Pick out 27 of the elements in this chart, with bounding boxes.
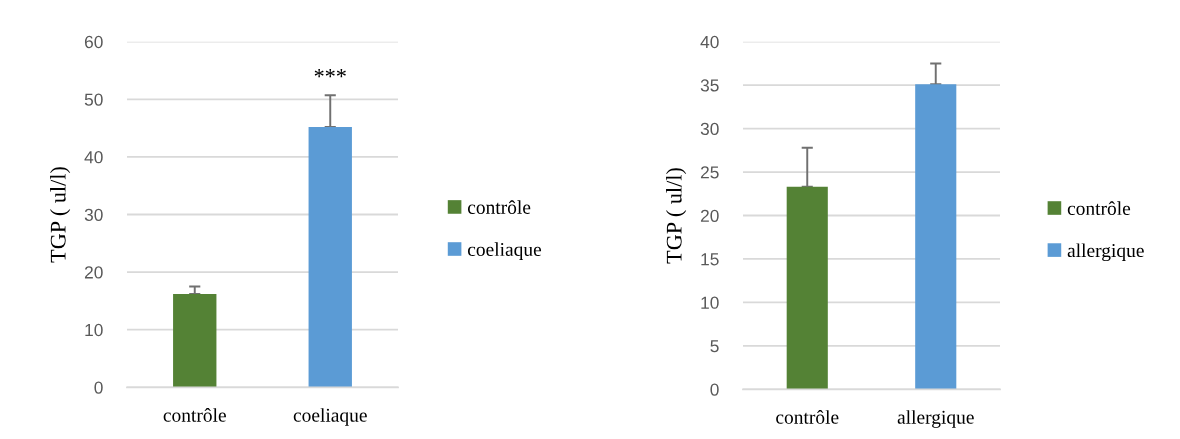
legend-label: allergique [1067, 243, 1144, 262]
y-tick-label: 0 [710, 383, 719, 396]
legend-label: contrôle [1067, 201, 1131, 216]
y-tick-label: 5 [710, 340, 719, 353]
y-tick-label: 10 [85, 323, 103, 337]
y-tick-label: 50 [84, 93, 103, 106]
y-tick-label: 20 [700, 209, 719, 222]
y-tick-label: 25 [700, 166, 719, 179]
y-tick-label: 20 [84, 266, 103, 279]
y-tick-label: 40 [700, 35, 719, 49]
y-tick-label: 30 [84, 208, 103, 221]
annotation: *** [314, 69, 346, 78]
x-tick-label: allergique [897, 410, 974, 428]
x-tick-label: contrôle [776, 410, 839, 424]
x-tick-label: coeliaque [293, 408, 367, 426]
x-tick-label: contrôle [163, 408, 226, 422]
legend-label: coeliaque [467, 242, 542, 260]
y-tick-label: 10 [701, 296, 719, 309]
y-tick-label: 0 [94, 381, 103, 394]
y-tick-label: 30 [700, 122, 719, 136]
y-tick-label: 60 [84, 35, 103, 49]
y-axis-title: TGP ( ul/l) [666, 168, 687, 264]
y-tick-label: 35 [700, 79, 719, 92]
y-axis-title: TGP ( ul/l) [50, 167, 71, 263]
y-tick-label: 40 [84, 151, 103, 164]
y-tick-label: 15 [701, 253, 719, 266]
legend-label: contrôle [467, 200, 531, 214]
